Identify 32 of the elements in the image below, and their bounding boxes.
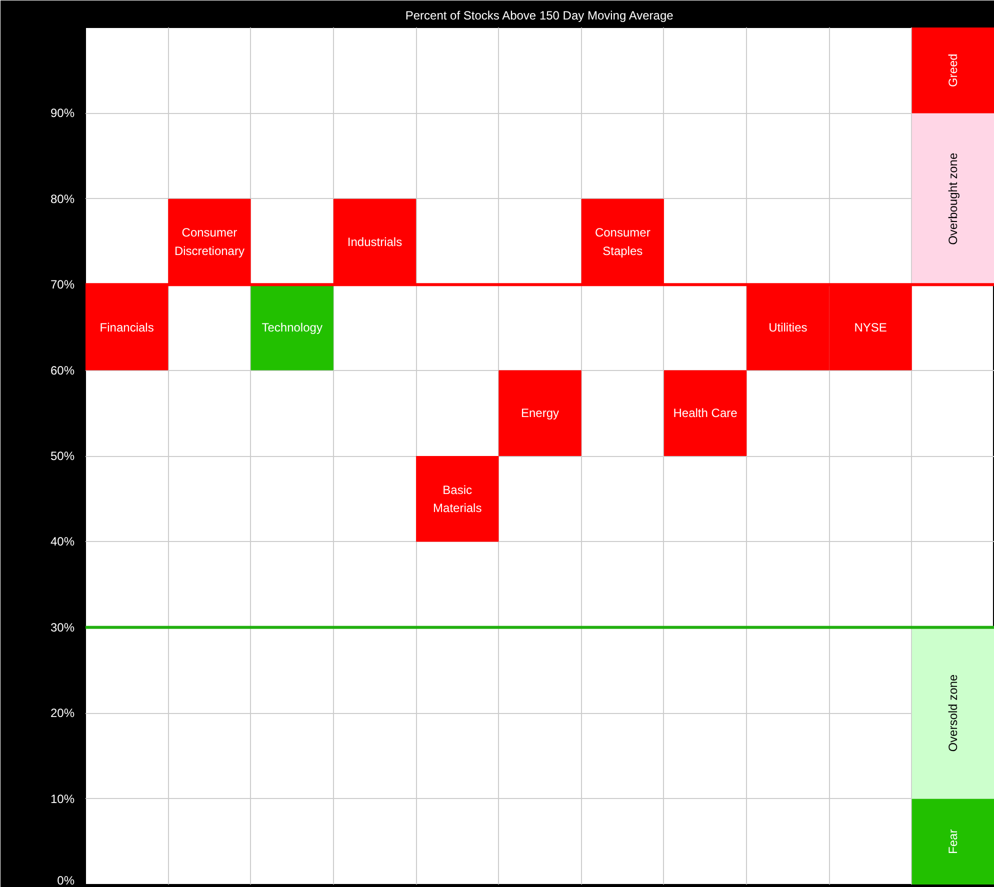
x-tick-label: Basic Materials <box>433 482 482 515</box>
x-tick-label: Technology <box>262 320 322 334</box>
x-tick-label: NYSE <box>854 320 887 334</box>
y-tick-label: 30% <box>50 620 75 634</box>
x-tick-label: Health Care <box>673 406 738 420</box>
y-tick-label: 90% <box>50 106 75 120</box>
x-tick-label: Utilities <box>768 320 808 334</box>
y-tick-label: 10% <box>50 792 75 806</box>
y-tick-label: 20% <box>50 706 75 720</box>
y-tick-label: 0% <box>57 874 75 887</box>
series-label: Overbought zone <box>946 152 960 245</box>
bar <box>416 456 499 542</box>
y-tick-label: 80% <box>50 192 75 206</box>
bar <box>498 370 582 456</box>
bar <box>664 370 747 456</box>
chart-title: Percent of Stocks Above 150 Day Moving Average <box>405 8 674 22</box>
x-tick-label: Industrials <box>347 234 402 249</box>
y-tick-label: 50% <box>50 449 75 463</box>
x-tick-label: Financials <box>100 320 154 334</box>
bar <box>912 798 994 884</box>
y-tick-label: 60% <box>50 363 75 378</box>
series-label: Greed <box>946 54 960 88</box>
x-tick-label: Consumer Staples <box>594 226 650 258</box>
series-label: Oversold zone <box>946 674 960 752</box>
y-tick-label: 70% <box>50 278 75 292</box>
x-tick-label: Energy <box>520 406 560 420</box>
series-label: Fear <box>946 829 960 854</box>
bar <box>912 113 994 285</box>
x-tick-label: Consumer Discretionary <box>174 226 244 258</box>
bar <box>912 28 994 114</box>
bar <box>912 627 994 799</box>
y-tick-label: 40% <box>50 534 75 549</box>
